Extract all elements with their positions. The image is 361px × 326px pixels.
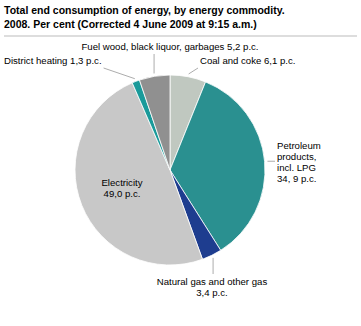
leader-line: [267, 161, 275, 162]
slice-label: Natural gas and other gas3,4 p.c.: [157, 276, 268, 298]
slice-label: Coal and coke 6,1 p.c.: [200, 55, 295, 66]
slice: [75, 83, 202, 265]
pie: [75, 75, 265, 265]
separator: [4, 36, 357, 37]
slice-label: Electricity49,0 p.c.: [101, 177, 142, 199]
slice-label: District heating 1,3 p.c.: [4, 55, 102, 66]
slice-label: Petroleumproducts,incl. LPG34, 9 p.c.: [277, 140, 321, 184]
subtitle: 2008. Per cent (Corrected 4 June 2009 at…: [4, 18, 257, 30]
title: Total end consumption of energy, by ener…: [4, 4, 285, 16]
leader-line: [213, 258, 214, 274]
labels: Coal and coke 6,1 p.c. Petroleumproducts,…: [4, 41, 321, 298]
slice-label: Fuel wood, black liquor, garbages 5,2 p.…: [81, 41, 258, 52]
leader-line: [104, 68, 135, 79]
chart: Total end consumption of energy, by ener…: [0, 0, 361, 326]
leader-line: [154, 54, 155, 73]
leader-lines: [104, 54, 275, 274]
slice: [139, 75, 170, 170]
leader-line: [189, 68, 198, 74]
